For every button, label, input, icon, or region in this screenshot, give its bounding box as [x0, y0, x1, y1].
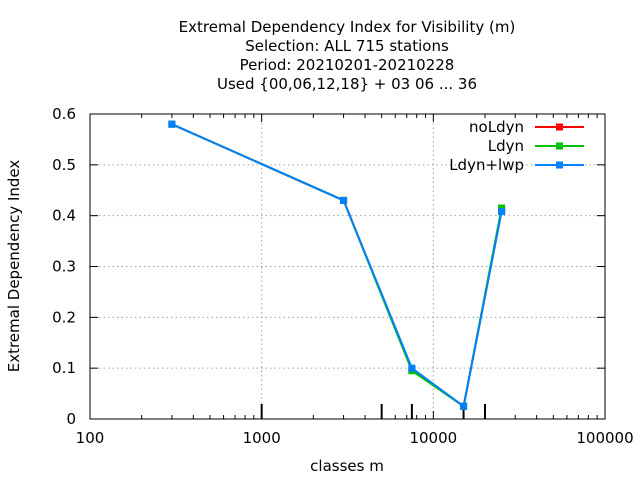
y-tick-label: 0.3 [52, 258, 76, 276]
legend-label: Ldyn [488, 137, 524, 155]
title-line-2: Selection: ALL 715 stations [245, 37, 449, 55]
x-axis: 100 1000 10000 100000 [76, 114, 634, 447]
y-axis: 0 0.1 0.2 0.3 0.4 0.5 0.6 [52, 105, 605, 428]
x-axis-label: classes m [310, 457, 384, 475]
grid [90, 114, 605, 419]
y-tick-label: 0.2 [52, 308, 76, 326]
data-point [498, 204, 506, 212]
legend-swatch-marker [556, 142, 563, 150]
y-tick-label: 0 [66, 410, 76, 428]
x-tick-label: 10000 [409, 429, 457, 447]
class-marks [260, 404, 487, 419]
title-line-4: Used {00,06,12,18} + 03 06 ... 36 [217, 75, 477, 93]
series [168, 120, 506, 410]
data-point [168, 120, 176, 128]
y-tick-label: 0.4 [52, 207, 76, 225]
y-tick-label: 0.6 [52, 105, 76, 123]
title-line-1: Extremal Dependency Index for Visibility… [179, 18, 516, 36]
data-point [460, 402, 468, 410]
data-point [498, 208, 506, 216]
legend-swatch-marker [556, 123, 563, 131]
y-axis-label: Extremal Dependency Index [5, 160, 23, 373]
chart-title: Extremal Dependency Index for Visibility… [179, 18, 516, 93]
x-tick-label: 100 [76, 429, 105, 447]
x-tick-label: 100000 [576, 429, 633, 447]
legend-label: noLdyn [469, 118, 524, 136]
data-point [408, 364, 416, 372]
data-point [340, 196, 348, 204]
legend-label: Ldyn+lwp [449, 156, 524, 174]
x-tick-label: 1000 [243, 429, 281, 447]
legend-swatch-marker [556, 161, 563, 169]
title-line-3: Period: 20210201-20210228 [240, 56, 455, 74]
y-tick-label: 0.1 [52, 359, 76, 377]
y-tick-label: 0.5 [52, 156, 76, 174]
